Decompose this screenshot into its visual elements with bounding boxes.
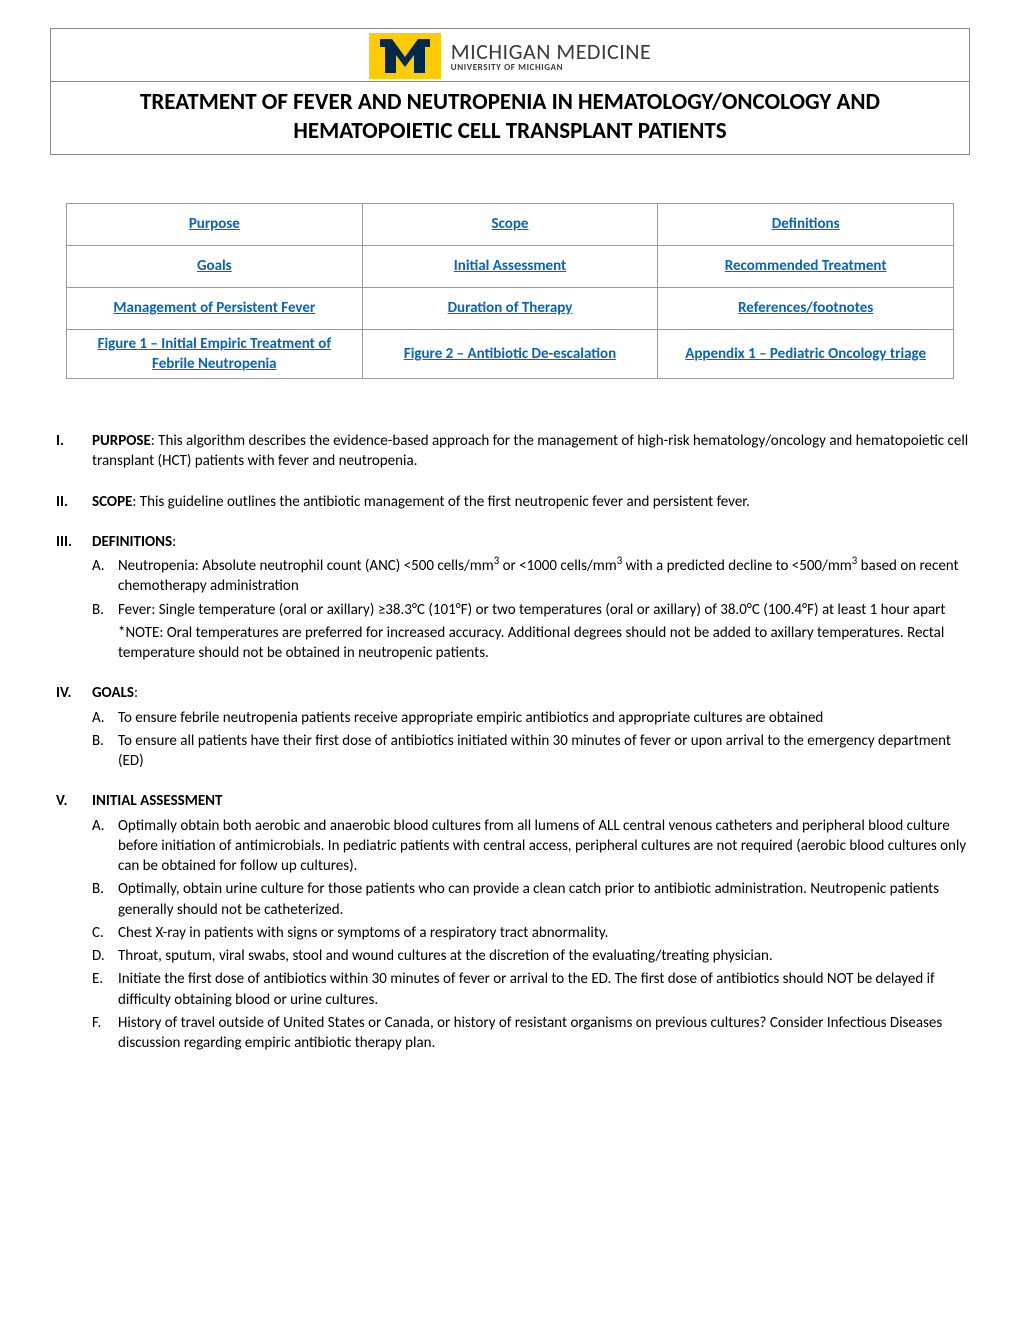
section-text: DEFINITIONS: (92, 532, 970, 552)
toc-link[interactable]: Figure 2 – Antibiotic De-escalation (404, 345, 616, 363)
section-scope: II. SCOPE: This guideline outlines the a… (54, 492, 970, 512)
definitions-note: *NOTE: Oral temperatures are preferred f… (118, 623, 970, 664)
section-label: INITIAL ASSESSMENT (92, 792, 222, 810)
item-text: History of travel outside of United Stat… (118, 1013, 970, 1054)
section-goals: IV. GOALS: A.To ensure febrile neutropen… (54, 683, 970, 771)
section-label: PURPOSE (92, 432, 151, 450)
section-content: : This guideline outlines the antibiotic… (132, 493, 749, 511)
nav-cell: Initial Assessment (362, 245, 658, 287)
michigan-logo-icon (369, 33, 441, 79)
table-row: Goals Initial Assessment Recommended Treat… (67, 245, 954, 287)
toc-link[interactable]: Initial Assessment (454, 257, 566, 275)
list-item: A.Optimally obtain both aerobic and anae… (92, 816, 970, 877)
table-row: Figure 1 – Initial Empiric Treatment of … (67, 329, 954, 379)
logo-text: MICHIGAN MEDICINE UNIVERSITY OF MICHIGAN (451, 41, 651, 72)
toc-link[interactable]: Goals (197, 257, 232, 275)
list-item: A. Neutropenia: Absolute neutrophil coun… (92, 556, 970, 597)
roman-numeral: I. (54, 431, 92, 472)
item-letter: A. (92, 556, 118, 597)
list-item: D.Throat, sputum, viral swabs, stool and… (92, 946, 970, 966)
roman-numeral: II. (54, 492, 92, 512)
section-text: PURPOSE: This algorithm describes the ev… (92, 431, 970, 472)
roman-numeral: III. (54, 532, 92, 552)
item-text: Chest X-ray in patients with signs or sy… (118, 923, 970, 943)
roman-numeral: V. (54, 791, 92, 811)
section-label: GOALS (92, 684, 134, 702)
item-letter: E. (92, 969, 118, 1010)
item-text: Throat, sputum, viral swabs, stool and w… (118, 946, 970, 966)
nav-cell: Definitions (658, 203, 954, 245)
toc-link[interactable]: Purpose (189, 215, 240, 233)
section-definitions: III. DEFINITIONS: A. Neutropenia: Absolu… (54, 532, 970, 664)
nav-cell: Figure 1 – Initial Empiric Treatment of … (67, 329, 363, 379)
section-text: INITIAL ASSESSMENT (92, 791, 970, 811)
toc-link[interactable]: Duration of Therapy (448, 299, 573, 317)
nav-cell: Appendix 1 – Pediatric Oncology triage (658, 329, 954, 379)
section-label: DEFINITIONS (92, 533, 172, 551)
colon: : (172, 533, 176, 551)
item-letter: A. (92, 816, 118, 877)
item-text: Optimally, obtain urine culture for thos… (118, 879, 970, 920)
colon: : (134, 684, 138, 702)
table-row: Purpose Scope Definitions (67, 203, 954, 245)
toc-link[interactable]: References/footnotes (738, 299, 873, 317)
list-item: B.Optimally, obtain urine culture for th… (92, 879, 970, 920)
list-item: A.To ensure febrile neutropenia patients… (92, 708, 970, 728)
section-content: : This algorithm describes the evidence-… (92, 432, 968, 470)
toc-link[interactable]: Appendix 1 – Pediatric Oncology triage (685, 345, 926, 363)
item-letter: B. (92, 731, 118, 772)
item-text: To ensure febrile neutropenia patients r… (118, 708, 970, 728)
item-letter: B. (92, 879, 118, 920)
item-text: Neutropenia: Absolute neutrophil count (… (118, 556, 970, 597)
item-letter: C. (92, 923, 118, 943)
nav-cell: Recommended Treatment (658, 245, 954, 287)
toc-link[interactable]: Scope (492, 215, 529, 233)
item-letter: D. (92, 946, 118, 966)
section-text: GOALS: (92, 683, 970, 703)
item-text: To ensure all patients have their first … (118, 731, 970, 772)
section-text: SCOPE: This guideline outlines the antib… (92, 492, 970, 512)
document-header: MICHIGAN MEDICINE UNIVERSITY OF MICHIGAN… (50, 28, 970, 155)
roman-numeral: IV. (54, 683, 92, 703)
toc-link[interactable]: Recommended Treatment (725, 257, 887, 275)
initial-list: A.Optimally obtain both aerobic and anae… (92, 816, 970, 1054)
list-item: F.History of travel outside of United St… (92, 1013, 970, 1054)
goals-list: A.To ensure febrile neutropenia patients… (92, 708, 970, 772)
nav-cell: References/footnotes (658, 287, 954, 329)
toc-nav-table: Purpose Scope Definitions Goals Initial Asse… (66, 203, 954, 380)
item-letter: B. (92, 600, 118, 620)
item-text: Optimally obtain both aerobic and anaero… (118, 816, 970, 877)
item-text: Initiate the first dose of antibiotics w… (118, 969, 970, 1010)
logo-main-text: MICHIGAN MEDICINE (451, 41, 651, 63)
nav-cell: Goals (67, 245, 363, 287)
nav-cell: Figure 2 – Antibiotic De-escalation (362, 329, 658, 379)
title-line-1: TREATMENT OF FEVER AND NEUTROPENIA IN HE… (140, 88, 880, 116)
item-letter: F. (92, 1013, 118, 1054)
section-purpose: I. PURPOSE: This algorithm describes the… (54, 431, 970, 472)
nav-cell: Management of Persistent Fever (67, 287, 363, 329)
list-item: B.To ensure all patients have their firs… (92, 731, 970, 772)
table-row: Management of Persistent Fever Duration o… (67, 287, 954, 329)
logo-row: MICHIGAN MEDICINE UNIVERSITY OF MICHIGAN (51, 29, 969, 82)
list-item: C.Chest X-ray in patients with signs or … (92, 923, 970, 943)
document-title: TREATMENT OF FEVER AND NEUTROPENIA IN HE… (51, 82, 969, 154)
toc-link[interactable]: Management of Persistent Fever (113, 299, 315, 317)
nav-cell: Purpose (67, 203, 363, 245)
title-line-2: HEMATOPOIETIC CELL TRANSPLANT PATIENTS (293, 117, 726, 145)
list-item: B. Fever: Single temperature (oral or ax… (92, 600, 970, 620)
definitions-list: A. Neutropenia: Absolute neutrophil coun… (92, 556, 970, 620)
item-letter: A. (92, 708, 118, 728)
section-initial-assessment: V. INITIAL ASSESSMENT A.Optimally obtain… (54, 791, 970, 1053)
item-text: Fever: Single temperature (oral or axill… (118, 600, 970, 620)
nav-cell: Scope (362, 203, 658, 245)
toc-link[interactable]: Figure 1 – Initial Empiric Treatment of … (98, 335, 332, 373)
document-body: I. PURPOSE: This algorithm describes the… (50, 431, 970, 1053)
section-label: SCOPE (92, 493, 132, 511)
list-item: E.Initiate the first dose of antibiotics… (92, 969, 970, 1010)
toc-link[interactable]: Definitions (772, 215, 840, 233)
nav-cell: Duration of Therapy (362, 287, 658, 329)
